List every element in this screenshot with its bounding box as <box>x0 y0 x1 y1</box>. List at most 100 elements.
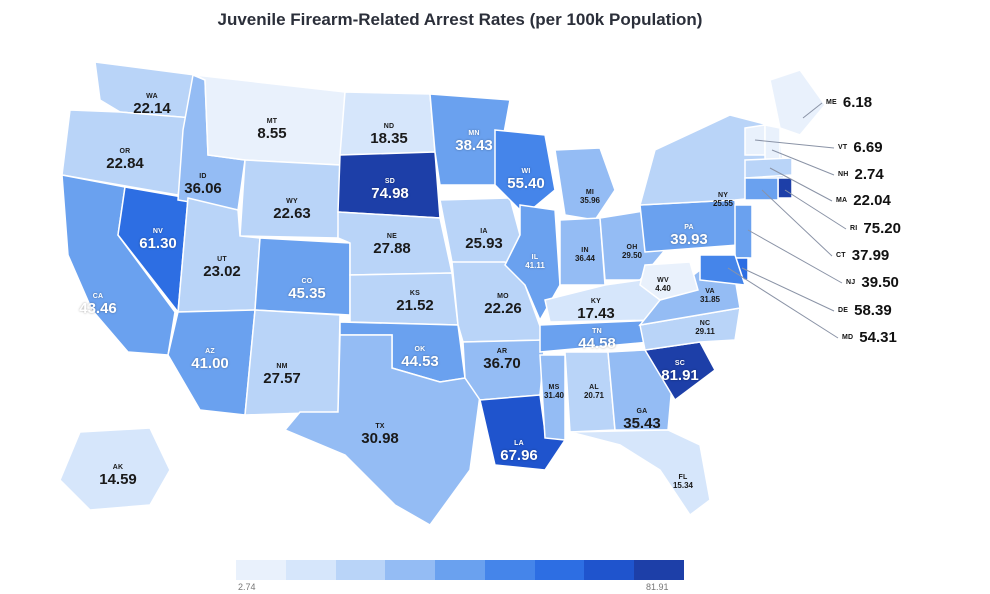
state-abbr: OH <box>626 244 638 251</box>
state-wi <box>494 129 556 217</box>
callout-md: MD 54.31 <box>842 329 897 347</box>
state-value: 31.85 <box>699 295 721 304</box>
legend-max-label: 81.91 <box>646 582 669 592</box>
state-label-la: LA 67.96 <box>500 440 538 464</box>
state-value: 17.43 <box>577 305 615 322</box>
callout-value: 2.74 <box>854 166 884 184</box>
state-abbr: NY <box>717 192 729 199</box>
state-label-pa: PA 39.93 <box>670 224 708 248</box>
state-value: 31.40 <box>543 391 565 400</box>
state-abbr: TX <box>375 423 385 430</box>
state-abbr: WV <box>657 277 669 284</box>
state-abbr: AK <box>112 464 124 471</box>
state-tx <box>283 334 481 526</box>
state-abbr: WA <box>146 93 158 100</box>
state-co <box>254 237 351 316</box>
state-abbr: CO <box>301 278 313 285</box>
legend-swatch <box>385 560 436 580</box>
state-label-ar: AR 36.70 <box>483 348 521 372</box>
state-label-ms: MS 31.40 <box>544 384 564 400</box>
callout-abbr: DE <box>838 307 849 315</box>
state-label-ny: NY 25.55 <box>713 192 733 208</box>
callout-abbr: ME <box>826 99 837 107</box>
state-md <box>699 254 747 286</box>
state-abbr: AZ <box>205 348 215 355</box>
state-label-ia: IA 25.93 <box>465 228 503 252</box>
state-value: 35.96 <box>579 196 601 205</box>
state-value: 36.44 <box>574 254 596 263</box>
leader-line-nj <box>747 229 843 284</box>
state-label-ks: KS 21.52 <box>396 290 434 314</box>
state-nj <box>734 204 753 259</box>
state-label-nc: NC 29.11 <box>695 320 715 336</box>
state-label-ok: OK 44.53 <box>401 346 439 370</box>
state-value: 18.35 <box>370 130 408 147</box>
state-abbr: CA <box>92 293 104 300</box>
leader-line-me <box>802 102 823 119</box>
state-abbr: KS <box>409 290 421 297</box>
state-abbr: MO <box>497 293 509 300</box>
state-label-ga: GA 35.43 <box>623 408 661 432</box>
state-value: 38.43 <box>455 137 493 154</box>
callout-abbr: NH <box>838 171 849 179</box>
callout-abbr: VT <box>838 144 848 152</box>
state-value: 36.06 <box>184 180 222 197</box>
state-label-wi: WI 55.40 <box>507 168 545 192</box>
leader-line-ri <box>784 189 847 230</box>
state-label-co: CO 45.35 <box>288 278 326 302</box>
state-value: 22.14 <box>133 100 171 117</box>
state-label-mt: MT 8.55 <box>257 118 286 142</box>
state-abbr: AL <box>589 384 599 391</box>
state-value: 36.70 <box>483 355 521 372</box>
leader-line-md <box>727 267 839 339</box>
state-abbr: TN <box>592 328 602 335</box>
callout-abbr: CT <box>836 252 846 260</box>
state-abbr: VA <box>705 288 715 295</box>
callout-de: DE 58.39 <box>838 302 892 320</box>
state-label-mo: MO 22.26 <box>484 293 522 317</box>
state-value: 22.84 <box>106 155 144 172</box>
state-label-ne: NE 27.88 <box>373 233 411 257</box>
state-abbr: ND <box>383 123 395 130</box>
state-label-wv: WV 4.40 <box>655 277 671 293</box>
leader-line-ct <box>761 189 833 257</box>
callout-abbr: MD <box>842 334 854 342</box>
state-label-wa: WA 22.14 <box>133 93 171 117</box>
state-abbr: WI <box>521 168 531 175</box>
state-label-fl: FL 15.34 <box>673 474 693 490</box>
state-ga <box>607 349 673 431</box>
state-value: 35.43 <box>623 415 661 432</box>
state-label-ky: KY 17.43 <box>577 298 615 322</box>
state-abbr: NE <box>386 233 398 240</box>
state-ak <box>59 427 171 511</box>
state-abbr: NC <box>699 320 711 327</box>
state-label-wy: WY 22.63 <box>273 198 311 222</box>
state-label-or: OR 22.84 <box>106 148 144 172</box>
state-az <box>167 309 256 416</box>
state-label-tx: TX 30.98 <box>361 423 399 447</box>
state-label-il: IL 41.11 <box>525 254 545 270</box>
state-value: 55.40 <box>507 175 545 192</box>
callout-abbr: MA <box>836 197 848 205</box>
state-ct <box>744 177 779 201</box>
state-label-sc: SC 81.91 <box>661 360 699 384</box>
legend-swatch <box>285 560 336 580</box>
state-value: 27.88 <box>373 240 411 257</box>
leader-line-de <box>741 267 835 312</box>
state-abbr: IA <box>480 228 488 235</box>
state-abbr: MN <box>468 130 480 137</box>
callout-value: 39.50 <box>861 274 899 292</box>
callout-nh: NH 2.74 <box>838 166 884 184</box>
state-ma <box>744 157 793 179</box>
state-fl <box>569 429 711 517</box>
state-value: 4.40 <box>655 284 671 293</box>
state-value: 25.93 <box>465 235 503 252</box>
state-abbr: NM <box>276 363 288 370</box>
callout-value: 6.69 <box>853 139 883 157</box>
callout-abbr: NJ <box>846 279 856 287</box>
callout-abbr: RI <box>850 225 858 233</box>
state-value: 43.46 <box>79 300 117 317</box>
state-value: 21.52 <box>396 297 434 314</box>
state-label-id: ID 36.06 <box>184 173 222 197</box>
state-value: 30.98 <box>361 430 399 447</box>
